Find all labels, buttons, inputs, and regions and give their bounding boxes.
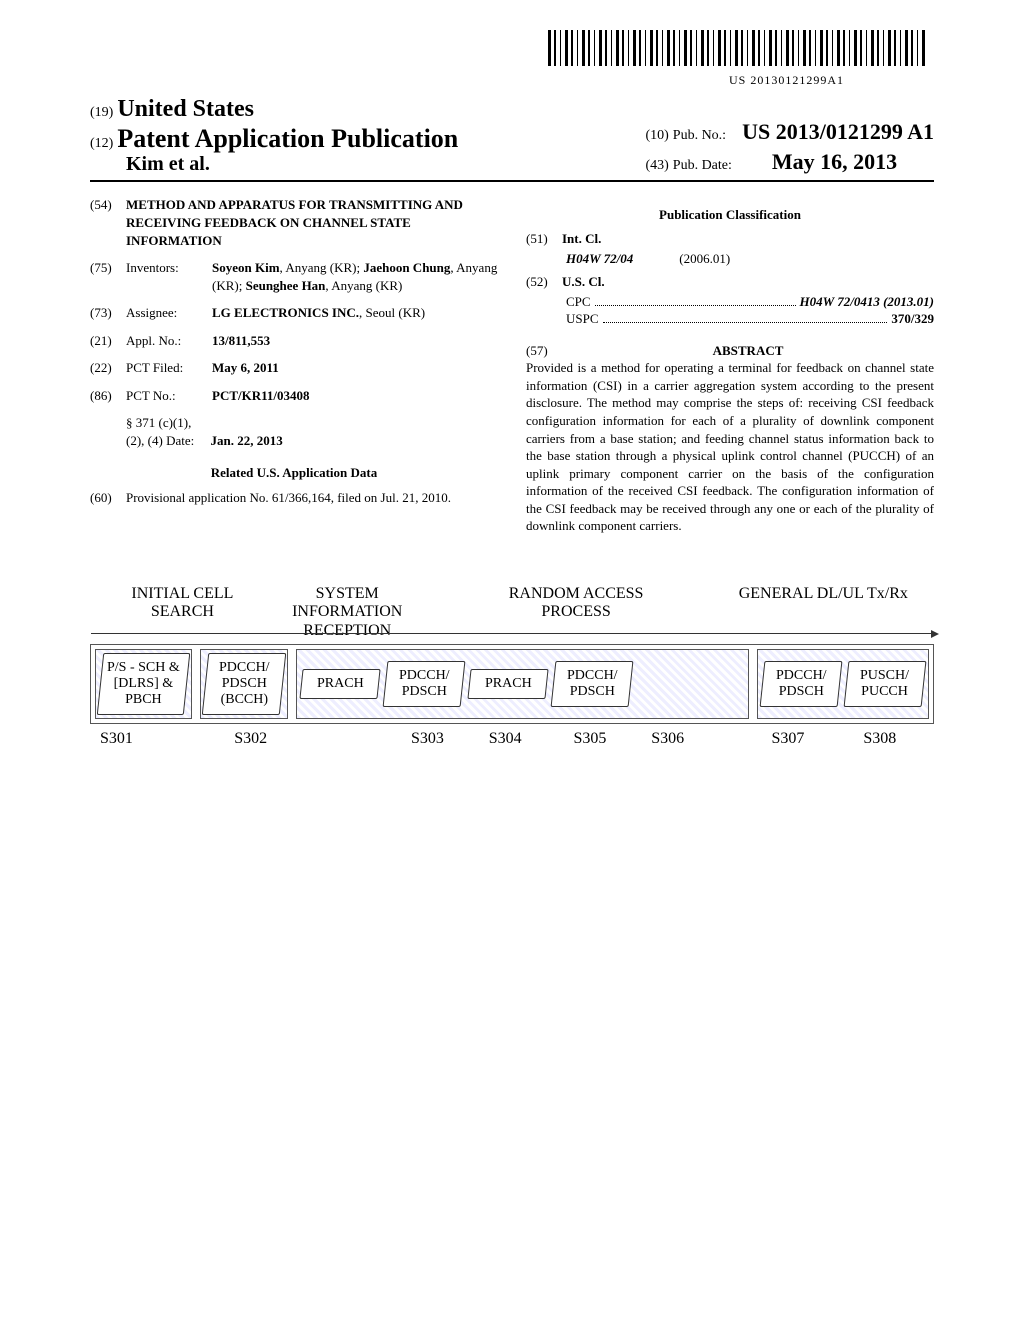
fig-box-8: PUSCH/ PUCCH (844, 661, 927, 707)
figure-arrow (91, 633, 933, 635)
code-52: (52) (526, 273, 562, 291)
fig-box-3: PRACH (299, 669, 380, 699)
uspc-label: USPC (566, 310, 599, 328)
figure-step-labels: S301 S302 S303 S304 S305 S306 S307 S308 (90, 730, 934, 748)
code-51: (51) (526, 230, 562, 248)
intcl-date: (2006.01) (679, 251, 730, 266)
fig-box-4: PDCCH/ PDSCH (382, 661, 465, 707)
fig-group-3: PRACH PDCCH/ PDSCH PRACH PDCCH/ PDSCH (296, 649, 749, 719)
applno-label: Appl. No.: (126, 332, 212, 350)
cpc-label: CPC (566, 293, 591, 311)
code-73: (73) (90, 304, 126, 322)
right-column: Publication Classification (51) Int. Cl.… (526, 196, 934, 534)
code-12: (12) (90, 136, 113, 151)
pubdate-label: Pub. Date: (673, 158, 732, 173)
code-54: (54) (90, 196, 126, 249)
barcode-number: US 20130121299A1 (90, 73, 844, 88)
intcl-code: H04W 72/04 (566, 250, 676, 268)
fig-box-2: PDCCH/ PDSCH (BCCH) (201, 653, 286, 715)
figure-row: P/S - SCH & [DLRS] & PBCH PDCCH/ PDSCH (… (90, 644, 934, 724)
intcl-label: Int. Cl. (562, 230, 934, 248)
cpc-line: CPC H04W 72/0413 (2013.01) (566, 293, 934, 311)
header-row: (19) United States (12) Patent Applicati… (90, 96, 934, 182)
fig-step-1: S301 (90, 730, 234, 748)
fig-label-3: RANDOM ACCESS PROCESS (430, 585, 723, 640)
fig-step-8: S308 (863, 730, 934, 748)
provisional-text: Provisional application No. 61/366,164, … (126, 489, 498, 507)
fig-step-6: S306 (651, 730, 771, 748)
s371-line1: § 371 (c)(1), (126, 414, 498, 432)
code-19: (19) (90, 105, 113, 120)
s371-date: Jan. 22, 2013 (210, 433, 282, 448)
code-75: (75) (90, 259, 126, 294)
code-57: (57) (526, 342, 562, 360)
cpc-value: H04W 72/0413 (2013.01) (800, 293, 934, 311)
barcode-block: US 20130121299A1 (90, 30, 934, 88)
pc-heading: Publication Classification (526, 206, 934, 224)
assignee: LG ELECTRONICS INC., Seoul (KR) (212, 304, 498, 322)
uscl-label: U.S. Cl. (562, 273, 934, 291)
header-left: (19) United States (12) Patent Applicati… (90, 96, 458, 176)
fig-step-5: S305 (574, 730, 652, 748)
fig-label-4: GENERAL DL/UL Tx/Rx (723, 585, 924, 640)
fig-label-2: SYSTEM INFORMATION RECEPTION (265, 585, 430, 640)
fig-box-6: PDCCH/ PDSCH (550, 661, 633, 707)
uspc-line: USPC 370/329 (566, 310, 934, 328)
fig-group-1: P/S - SCH & [DLRS] & PBCH (95, 649, 192, 719)
barcode-graphic (548, 30, 928, 66)
fig-group-2: PDCCH/ PDSCH (BCCH) (200, 649, 288, 719)
country: United States (117, 96, 254, 122)
pctfiled-label: PCT Filed: (126, 359, 212, 377)
code-86: (86) (90, 387, 126, 405)
fig-label-1: INITIAL CELL SEARCH (100, 585, 265, 640)
abstract-text: Provided is a method for operating a ter… (526, 359, 934, 534)
body-columns: (54) METHOD AND APPARATUS FOR TRANSMITTI… (90, 196, 934, 534)
assignee-label: Assignee: (126, 304, 212, 322)
s371-line2: (2), (4) Date: (126, 433, 194, 448)
pubno-label: Pub. No.: (673, 128, 726, 143)
left-column: (54) METHOD AND APPARATUS FOR TRANSMITTI… (90, 196, 498, 534)
code-43: (43) (645, 158, 668, 173)
fig-box-7: PDCCH/ PDSCH (760, 661, 843, 707)
pctfiled-value: May 6, 2011 (212, 359, 498, 377)
inventors-label: Inventors: (126, 259, 212, 294)
authors: Kim et al. (90, 153, 458, 176)
uspc-value: 370/329 (891, 310, 934, 328)
fig-group-4: PDCCH/ PDSCH PUSCH/ PUCCH (757, 649, 929, 719)
header-right: (10) Pub. No.: US 2013/0121299 A1 (43) P… (645, 117, 934, 176)
publication-type: Patent Application Publication (117, 124, 458, 153)
fig-step-2: S302 (234, 730, 411, 748)
code-21: (21) (90, 332, 126, 350)
applno-value: 13/811,553 (212, 332, 498, 350)
pubdate-value: May 16, 2013 (772, 149, 897, 174)
fig-step-3: S303 (411, 730, 489, 748)
code-60: (60) (90, 489, 126, 507)
fig-box-1: P/S - SCH & [DLRS] & PBCH (97, 653, 190, 715)
inventors: Soyeon Kim, Anyang (KR); Jaehoon Chung, … (212, 259, 498, 294)
fig-box-5: PRACH (467, 669, 548, 699)
patent-page: US 20130121299A1 (19) United States (12)… (0, 0, 1024, 808)
fig-step-4: S304 (489, 730, 574, 748)
related-heading: Related U.S. Application Data (90, 464, 498, 482)
figure: INITIAL CELL SEARCH SYSTEM INFORMATION R… (90, 585, 934, 748)
code-10: (10) (645, 128, 668, 143)
abstract-heading: ABSTRACT (562, 342, 934, 360)
pctno-value: PCT/KR11/03408 (212, 387, 498, 405)
invention-title: METHOD AND APPARATUS FOR TRANSMITTING AN… (126, 196, 498, 249)
fig-step-7: S307 (771, 730, 863, 748)
pubno-value: US 2013/0121299 A1 (742, 119, 934, 144)
figure-top-labels: INITIAL CELL SEARCH SYSTEM INFORMATION R… (90, 585, 934, 640)
code-22: (22) (90, 359, 126, 377)
pctno-label: PCT No.: (126, 387, 212, 405)
